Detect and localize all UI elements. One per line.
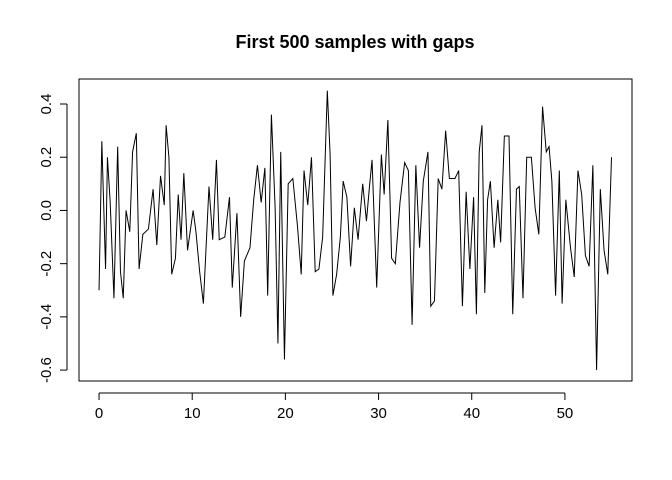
y-tick-label: 0.0 <box>38 200 55 221</box>
y-tick-label: 0.4 <box>38 94 55 115</box>
x-tick-label: 20 <box>277 405 294 422</box>
y-tick-label: 0.2 <box>38 147 55 168</box>
chart-title: First 500 samples with gaps <box>235 32 474 52</box>
y-tick-label: -0.2 <box>38 251 55 277</box>
data-line <box>98 90 613 371</box>
plot-frame <box>78 78 633 382</box>
y-tick-label: -0.6 <box>38 357 55 383</box>
y-tick-label: -0.4 <box>38 304 55 330</box>
x-tick-label: 10 <box>184 405 201 422</box>
x-tick-label: 50 <box>557 405 574 422</box>
x-tick-label: 40 <box>463 405 480 422</box>
x-tick-label: 30 <box>370 405 387 422</box>
x-tick-label: 0 <box>95 405 103 422</box>
